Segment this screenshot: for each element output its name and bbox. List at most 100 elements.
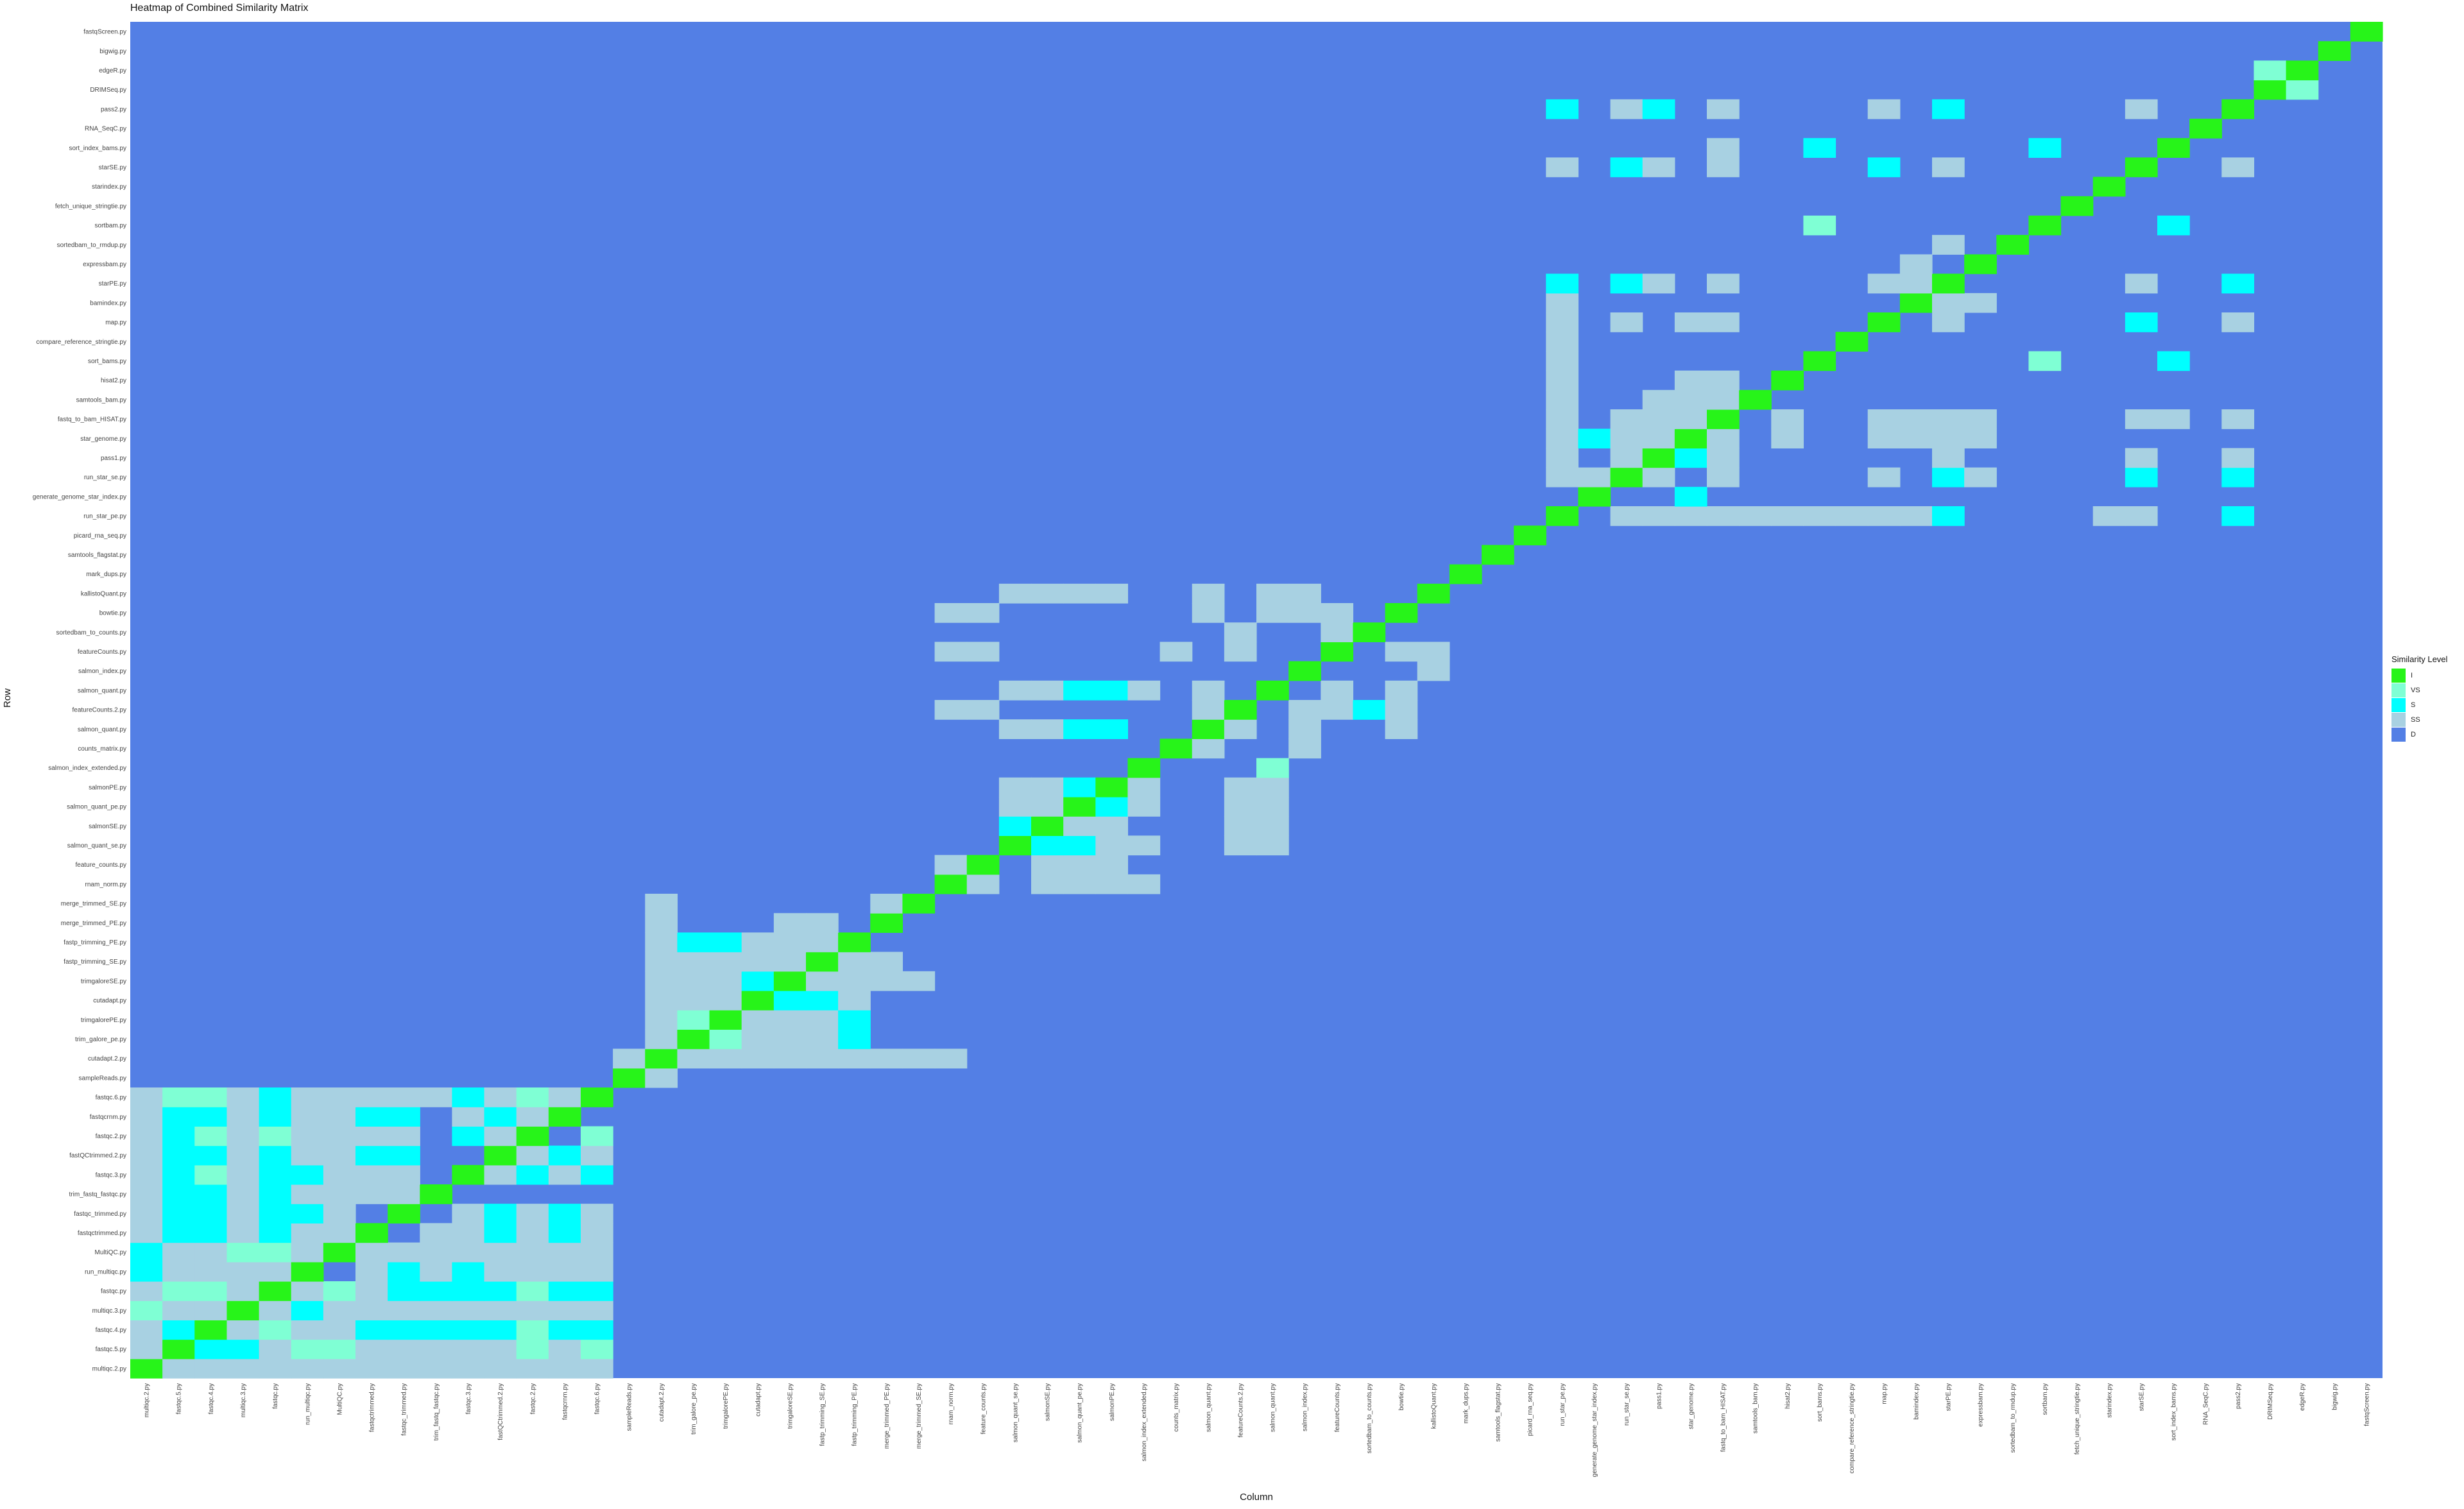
heatmap-cell bbox=[388, 1164, 420, 1185]
heatmap-cell bbox=[227, 1204, 260, 1223]
heatmap-cell bbox=[902, 894, 936, 914]
heatmap-cell bbox=[194, 1261, 228, 1282]
heatmap-cell bbox=[1546, 370, 1579, 391]
heatmap-cell bbox=[194, 1087, 228, 1107]
heatmap-cell bbox=[1353, 700, 1386, 720]
heatmap-cell bbox=[998, 583, 1032, 604]
heatmap-cell bbox=[227, 1223, 260, 1243]
heatmap-cell bbox=[1031, 583, 1064, 604]
heatmap-cell bbox=[1867, 312, 1901, 332]
column-tick-label: salmonSE.py bbox=[1045, 1383, 1052, 1421]
heatmap-cell bbox=[1610, 429, 1643, 448]
row-tick-label: RNA_SeqC.py bbox=[85, 126, 126, 133]
heatmap-cell bbox=[1417, 642, 1450, 662]
heatmap-cell bbox=[741, 991, 774, 1010]
heatmap-cell bbox=[484, 1242, 517, 1263]
heatmap-cell bbox=[1546, 312, 1579, 332]
heatmap-cell bbox=[1707, 448, 1740, 468]
column-tick-label: fastqc.4.py bbox=[208, 1383, 215, 1414]
heatmap-cell bbox=[388, 1300, 420, 1320]
row-tick-label: bamindex.py bbox=[90, 300, 126, 307]
column-tick-label: compare_reference_stringtie.py bbox=[1849, 1383, 1856, 1474]
row-tick-label: fastqc_trimmed.py bbox=[74, 1211, 126, 1218]
heatmap-cell bbox=[130, 1107, 163, 1127]
heatmap-cell bbox=[645, 1010, 678, 1030]
heatmap-cell bbox=[291, 1320, 324, 1340]
heatmap-cell bbox=[355, 1358, 388, 1379]
heatmap-cell bbox=[388, 1204, 420, 1223]
legend-label: D bbox=[2411, 730, 2416, 738]
heatmap-cell bbox=[194, 1223, 228, 1243]
heatmap-cell bbox=[516, 1145, 549, 1166]
heatmap-cell bbox=[1095, 583, 1129, 604]
heatmap-cell bbox=[162, 1261, 195, 1282]
heatmap-cell bbox=[516, 1261, 549, 1282]
heatmap-cell bbox=[1192, 719, 1225, 739]
heatmap-cell bbox=[838, 1048, 871, 1069]
heatmap-cell bbox=[1063, 583, 1096, 604]
heatmap-cell bbox=[452, 1300, 485, 1320]
column-tick-label: salmon_quant_pe.py bbox=[1077, 1383, 1084, 1443]
heatmap-cell bbox=[2221, 467, 2255, 488]
heatmap-cell bbox=[773, 1010, 807, 1030]
heatmap-cell bbox=[773, 932, 807, 953]
heatmap-cell bbox=[1707, 273, 1740, 294]
heatmap-cell bbox=[548, 1320, 581, 1340]
column-tick-label: salmon_quant.py bbox=[1270, 1383, 1277, 1432]
row-tick-label: trim_galore_pe.py bbox=[75, 1036, 126, 1043]
row-tick-label: generate_genome_star_index.py bbox=[33, 493, 126, 500]
column-tick-label: bigwig.py bbox=[2331, 1383, 2338, 1410]
heatmap-cell bbox=[388, 1281, 420, 1301]
heatmap-cell bbox=[516, 1204, 549, 1223]
heatmap-cell bbox=[1546, 293, 1579, 313]
heatmap-cell bbox=[130, 1242, 163, 1263]
column-tick-label: sortedbam_to_counts.py bbox=[1366, 1383, 1373, 1454]
row-tick-label: picard_rna_seq.py bbox=[74, 533, 126, 540]
row-tick-label: salmonSE.py bbox=[89, 823, 126, 830]
heatmap-cell bbox=[516, 1300, 549, 1320]
row-tick-label: salmon_quant.py bbox=[78, 687, 126, 694]
heatmap-cell bbox=[902, 971, 936, 991]
heatmap-cell bbox=[1063, 835, 1096, 856]
heatmap-cell bbox=[709, 1010, 742, 1030]
legend-title: Similarity Level bbox=[2391, 654, 2448, 664]
legend-item: S bbox=[2391, 697, 2447, 712]
heatmap-cell bbox=[1610, 157, 1643, 178]
heatmap-cell bbox=[259, 1358, 292, 1379]
heatmap-cell bbox=[645, 1029, 678, 1050]
column-tick-label: fastqScreen.py bbox=[2363, 1383, 2370, 1426]
heatmap-cell bbox=[194, 1184, 228, 1204]
heatmap-cell bbox=[2125, 506, 2158, 526]
heatmap-cell bbox=[484, 1339, 517, 1360]
heatmap-cell bbox=[162, 1204, 195, 1223]
heatmap-cell bbox=[1707, 506, 1740, 526]
heatmap-cell bbox=[1899, 429, 1933, 448]
heatmap-cell bbox=[1417, 583, 1450, 604]
heatmap-cell bbox=[516, 1223, 549, 1243]
row-tick-label: bigwig.py bbox=[99, 48, 126, 55]
heatmap-cell bbox=[1867, 429, 1901, 448]
heatmap-cell bbox=[2125, 273, 2158, 294]
heatmap-cell bbox=[998, 719, 1032, 739]
heatmap-cell bbox=[1546, 409, 1579, 429]
heatmap-cell bbox=[162, 1358, 195, 1379]
row-tick-label: sortbam.py bbox=[95, 223, 126, 230]
row-tick-label: DRIMSeq.py bbox=[90, 87, 126, 94]
heatmap-cell bbox=[484, 1261, 517, 1282]
heatmap-cell bbox=[420, 1087, 453, 1107]
heatmap-cell bbox=[1932, 429, 1965, 448]
heatmap-cell bbox=[194, 1204, 228, 1223]
heatmap-cell bbox=[1321, 700, 1354, 720]
column-tick-label: featureCounts.2.py bbox=[1237, 1383, 1244, 1438]
column-tick-label: sort_index_bams.py bbox=[2171, 1383, 2178, 1441]
row-tick-label: multiqc.3.py bbox=[92, 1308, 126, 1315]
heatmap-cell bbox=[355, 1107, 388, 1127]
x-axis-title: Column bbox=[1240, 1492, 1273, 1503]
legend-label: S bbox=[2411, 701, 2416, 709]
heatmap-cell bbox=[709, 1048, 742, 1069]
legend-swatch bbox=[2391, 683, 2406, 697]
heatmap-cell bbox=[741, 1029, 774, 1050]
row-tick-label: samtools_flagstat.py bbox=[68, 552, 126, 559]
heatmap-cell bbox=[581, 1204, 613, 1223]
heatmap-cell bbox=[1642, 273, 1675, 294]
